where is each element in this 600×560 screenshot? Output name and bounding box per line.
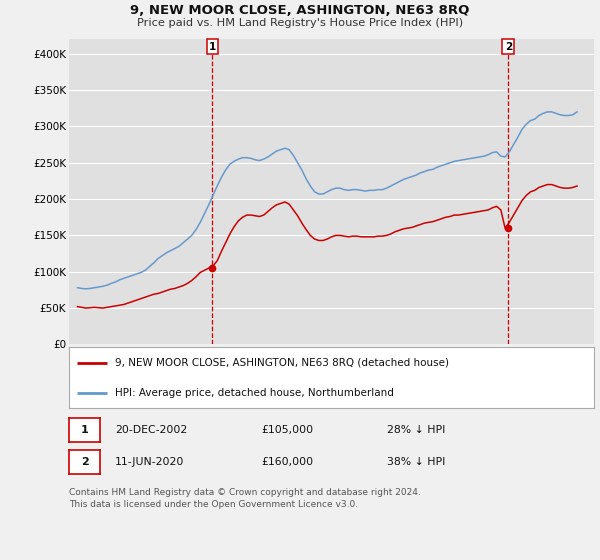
Text: 2: 2 — [505, 41, 512, 52]
Text: 28% ↓ HPI: 28% ↓ HPI — [387, 425, 445, 435]
Text: Price paid vs. HM Land Registry's House Price Index (HPI): Price paid vs. HM Land Registry's House … — [137, 18, 463, 28]
Text: 38% ↓ HPI: 38% ↓ HPI — [387, 457, 445, 467]
Text: 11-JUN-2020: 11-JUN-2020 — [115, 457, 185, 467]
Text: 2: 2 — [81, 457, 88, 467]
Text: 1: 1 — [81, 425, 88, 435]
Text: Contains HM Land Registry data © Crown copyright and database right 2024.
This d: Contains HM Land Registry data © Crown c… — [69, 488, 421, 509]
Text: 20-DEC-2002: 20-DEC-2002 — [115, 425, 187, 435]
Text: HPI: Average price, detached house, Northumberland: HPI: Average price, detached house, Nort… — [115, 388, 394, 398]
Text: £105,000: £105,000 — [261, 425, 313, 435]
Text: 1: 1 — [209, 41, 216, 52]
Text: 9, NEW MOOR CLOSE, ASHINGTON, NE63 8RQ (detached house): 9, NEW MOOR CLOSE, ASHINGTON, NE63 8RQ (… — [115, 358, 449, 368]
Text: £160,000: £160,000 — [261, 457, 313, 467]
Text: 9, NEW MOOR CLOSE, ASHINGTON, NE63 8RQ: 9, NEW MOOR CLOSE, ASHINGTON, NE63 8RQ — [130, 4, 470, 17]
